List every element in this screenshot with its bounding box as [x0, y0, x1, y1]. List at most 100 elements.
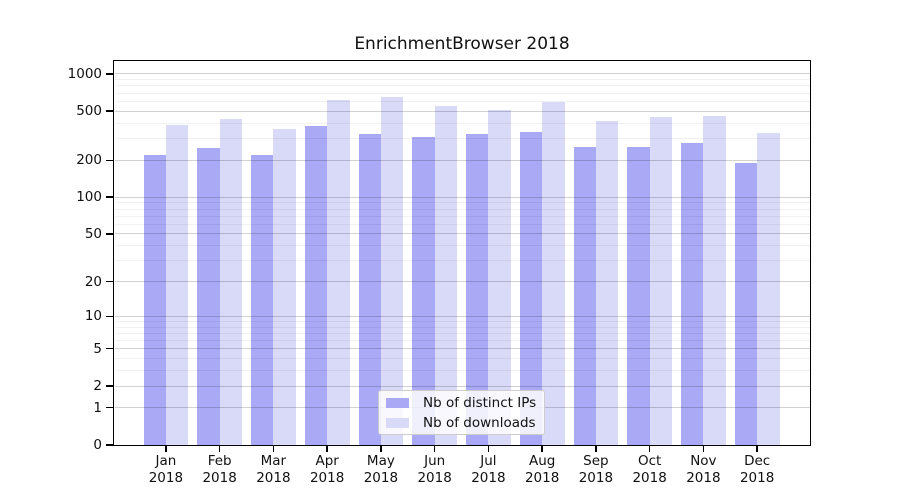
x-tick-mar	[272, 446, 275, 452]
bar-downloads-may	[380, 97, 404, 445]
y-tick-100	[106, 196, 113, 198]
gridline-200	[114, 159, 810, 161]
gridline-8	[114, 326, 810, 328]
bar-distinct-ips-sep	[573, 147, 596, 445]
y-tick-5	[106, 348, 113, 350]
gridline-70	[114, 215, 810, 217]
y-tick-label-5: 5	[93, 340, 102, 357]
bar-downloads-apr	[327, 99, 350, 445]
gridline-2	[114, 385, 810, 387]
gridline-40	[114, 245, 810, 247]
bar-downloads-oct	[649, 117, 673, 445]
gridline-6	[114, 340, 810, 341]
y-tick-label-1: 1	[93, 399, 102, 416]
x-tick-label-apr: Apr 2018	[309, 453, 345, 486]
gridline-30	[114, 260, 810, 262]
gridline-100	[114, 196, 810, 198]
x-tick-jan	[165, 446, 167, 452]
x-tick-label-sep: Sep 2018	[578, 453, 614, 486]
bar-distinct-ips-aug	[519, 131, 543, 445]
y-tick-label-0: 0	[93, 437, 102, 453]
x-tick-label-aug: Aug 2018	[524, 453, 560, 486]
x-tick-label-may: May 2018	[363, 453, 399, 486]
gridline-60	[114, 223, 810, 225]
x-tick-label-jul: Jul 2018	[471, 453, 506, 486]
bar-downloads-dec	[757, 132, 780, 445]
y-tick-0	[106, 444, 113, 446]
bar-distinct-ips-oct	[627, 147, 650, 445]
y-tick-1000	[106, 73, 113, 75]
legend-label-downloads: Nb of downloads	[423, 414, 536, 431]
bar-downloads-jan	[165, 125, 189, 445]
bar-downloads-sep	[595, 120, 619, 445]
legend-item-distinct-ips: Nb of distinct IPs	[386, 394, 544, 412]
y-tick-1	[106, 407, 113, 409]
gridline-50	[114, 233, 810, 235]
y-tick-50	[106, 233, 113, 235]
y-tick-label-500: 500	[76, 103, 102, 120]
gridline-400	[114, 122, 810, 124]
gridline-4	[114, 358, 810, 360]
y-tick-label-50: 50	[84, 225, 102, 242]
bar-distinct-ips-apr	[304, 125, 328, 445]
x-tick-label-dec: Dec 2018	[739, 453, 775, 486]
legend-item-downloads: Nb of downloads	[386, 414, 544, 432]
legend-swatch-downloads	[386, 417, 409, 428]
bar-distinct-ips-feb	[197, 148, 220, 445]
x-tick-may	[380, 446, 382, 452]
gridline-10	[114, 315, 810, 317]
x-tick-label-jun: Jun 2018	[417, 453, 452, 486]
gridline-80	[114, 208, 810, 210]
y-tick-label-200: 200	[76, 152, 102, 169]
x-tick-jun	[433, 446, 436, 452]
bar-downloads-mar	[273, 128, 296, 445]
y-tick-200	[106, 159, 113, 161]
legend: Nb of distinct IPs Nb of downloads	[378, 390, 545, 435]
y-tick-label-100: 100	[76, 189, 102, 206]
x-tick-label-oct: Oct 2018	[632, 453, 667, 486]
gridline-1000	[114, 73, 810, 75]
x-tick-jul	[487, 446, 490, 452]
y-tick-label-2: 2	[93, 378, 102, 394]
y-tick-10	[106, 315, 113, 317]
x-tick-feb	[218, 446, 221, 452]
bar-downloads-aug	[542, 102, 565, 445]
bar-distinct-ips-jul	[466, 134, 489, 445]
chart-title: EnrichmentBrowser 2018	[354, 34, 570, 54]
y-tick-2	[106, 385, 113, 387]
bar-distinct-ips-jun	[412, 136, 435, 445]
x-tick-label-jan: Jan 2018	[148, 453, 184, 486]
gridline-9	[114, 320, 810, 322]
bar-downloads-jul	[488, 110, 511, 445]
gridline-900	[114, 79, 810, 81]
gridline-3	[114, 370, 810, 372]
bar-downloads-feb	[219, 119, 243, 445]
gridline-600	[114, 100, 810, 102]
bar-distinct-ips-mar	[251, 155, 274, 445]
bar-distinct-ips-jan	[143, 155, 166, 445]
y-tick-label-10: 10	[84, 308, 102, 325]
x-tick-dec	[756, 446, 758, 452]
bar-downloads-nov	[703, 116, 726, 445]
y-tick-label-1000: 1000	[67, 65, 102, 82]
x-tick-apr	[326, 446, 328, 452]
bar-distinct-ips-nov	[681, 143, 704, 445]
y-tick-500	[106, 110, 113, 112]
gridline-20	[114, 281, 810, 282]
gridline-700	[114, 92, 810, 94]
x-tick-oct	[648, 446, 651, 452]
x-tick-nov	[702, 446, 705, 452]
gridline-500	[114, 110, 810, 112]
gridline-90	[114, 202, 810, 204]
gridline-5	[114, 348, 810, 350]
gridline-300	[114, 138, 810, 140]
x-tick-label-mar: Mar 2018	[256, 453, 291, 486]
x-tick-aug	[541, 446, 543, 452]
legend-swatch-distinct-ips	[386, 397, 409, 408]
y-tick-20	[106, 280, 113, 283]
legend-label-distinct-ips: Nb of distinct IPs	[423, 394, 537, 411]
